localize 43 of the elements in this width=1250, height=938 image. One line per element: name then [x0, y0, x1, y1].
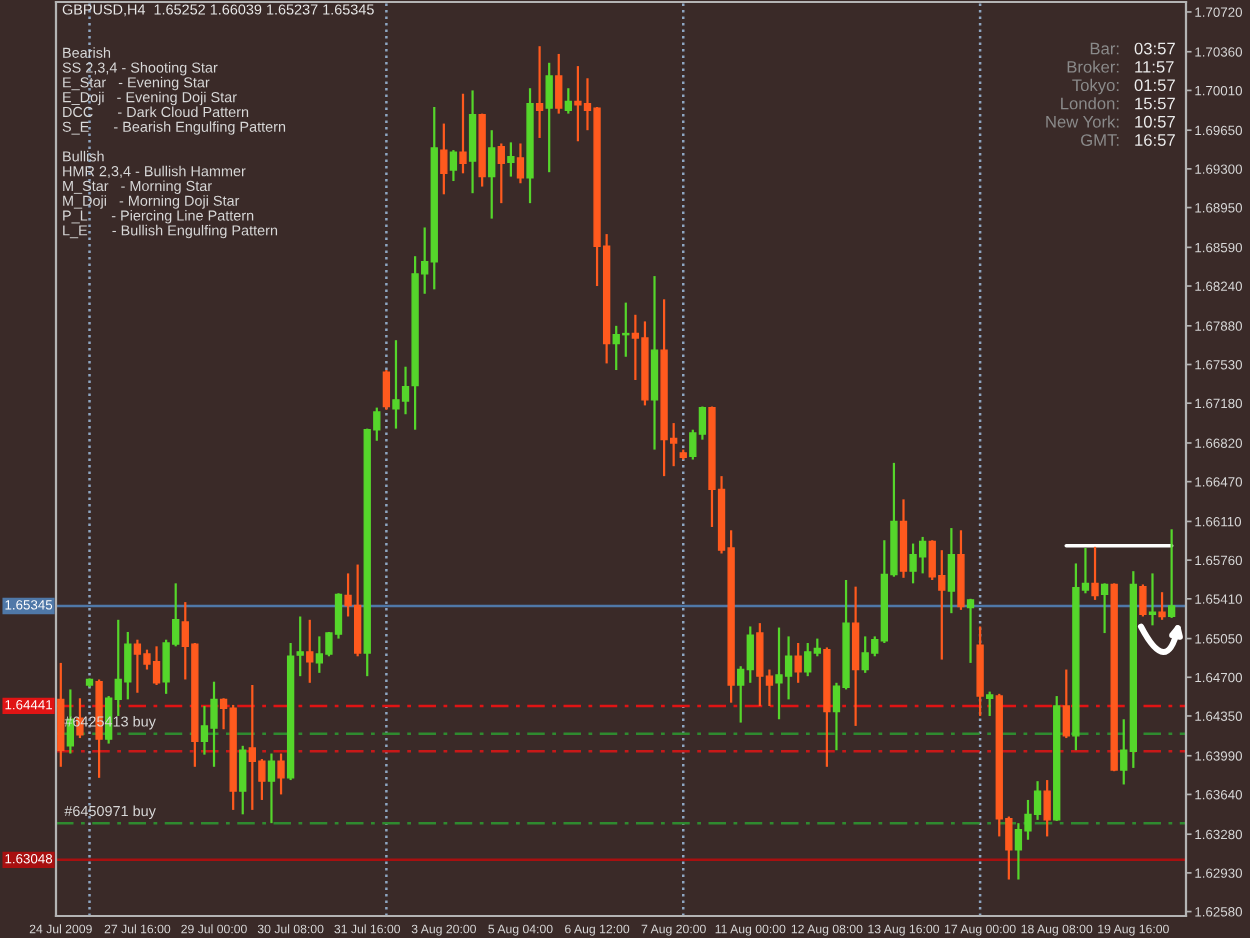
annotation: 11:57 — [1135, 61, 1174, 73]
annotation: Broker: — [1067, 60, 1119, 73]
candlestick — [507, 141, 515, 178]
candlestick — [1091, 545, 1099, 602]
annotation: New York: — [1046, 115, 1119, 128]
annotation: 01:57 — [1134, 79, 1175, 92]
candlestick — [239, 744, 247, 816]
candlestick — [794, 641, 802, 684]
candlestick — [440, 122, 448, 196]
candlestick — [382, 368, 391, 411]
candlestick — [267, 752, 276, 825]
candlestick — [1148, 572, 1157, 627]
annotation: GMT: — [1081, 134, 1119, 146]
candlestick — [966, 597, 975, 665]
annotation: Tokyo: — [1072, 78, 1119, 95]
candlestick — [459, 92, 467, 175]
candlestick — [497, 142, 505, 205]
annotation: 03:57 — [1134, 42, 1175, 55]
candlestick — [1167, 528, 1176, 620]
candlestick — [468, 89, 477, 195]
candlestick — [947, 526, 956, 615]
annotation: 15:57 — [1135, 97, 1175, 110]
candlestick — [277, 752, 285, 796]
candlestick — [1158, 591, 1166, 621]
candlestick — [555, 52, 563, 115]
candlestick — [516, 142, 525, 185]
candlestick — [564, 87, 572, 115]
candlestick — [306, 618, 314, 684]
annotation: 10:57 — [1135, 115, 1175, 128]
candlestick — [488, 129, 496, 220]
candlestick — [986, 690, 994, 718]
annotation: Bar: — [1090, 42, 1119, 55]
annotation: London: — [1061, 97, 1119, 110]
candlestick — [535, 45, 544, 140]
candlestick — [545, 61, 553, 174]
candlestick — [449, 148, 458, 183]
candlestick — [1062, 668, 1070, 740]
candlestick — [1100, 582, 1109, 635]
candlestick — [1043, 778, 1051, 838]
candlestick — [1139, 583, 1147, 618]
annotation: 16:57 — [1135, 134, 1175, 146]
candlestick — [296, 615, 304, 678]
candlestick — [851, 585, 860, 728]
